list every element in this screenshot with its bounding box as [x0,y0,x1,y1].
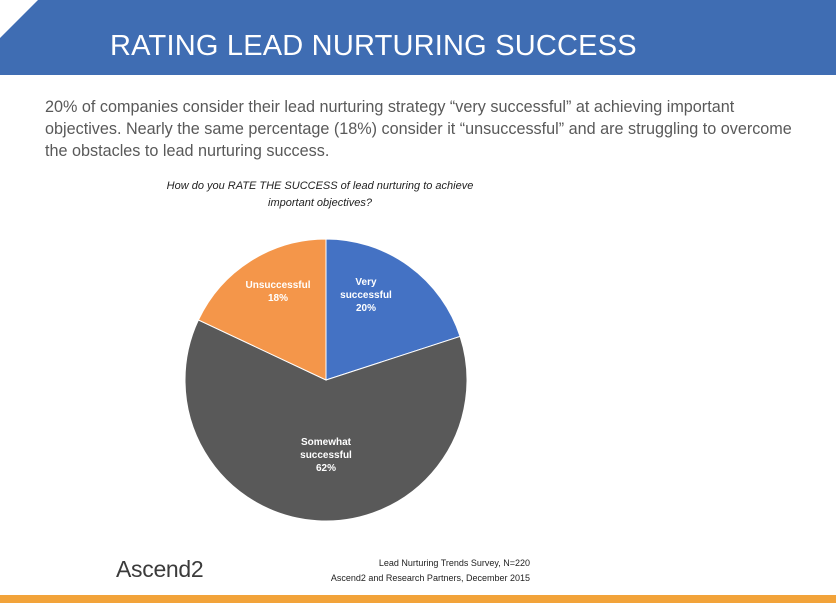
source-line-2: Ascend2 and Research Partners, December … [330,573,530,583]
slice-label-very-successful: Very successful 20% [340,277,392,314]
header-band [0,0,836,75]
slice-label-unsuccessful: Unsuccessful 18% [245,280,310,304]
footer-accent-bar [0,595,836,603]
chart-title: How do you RATE THE SUCCESS of lead nurt… [166,180,474,209]
pie-slices [184,238,468,522]
header-corner-notch [0,0,38,38]
pie-slice-unsuccessful [197,238,327,381]
source-note: Lead Nurturing Trends Survey, N=220 Asce… [300,556,530,586]
pie-slice-very-successful [325,238,461,381]
slide-title: RATING LEAD NURTURING SUCCESS [110,30,637,62]
intro-paragraph: 20% of companies consider their lead nur… [45,98,792,160]
pie-labels: Very successful 20% Somewhat successful 62% Un… [245,277,392,474]
source-line-1: Lead Nurturing Trends Survey, N=220 [378,558,530,568]
slice-label-somewhat-successful: Somewhat successful 62% [300,437,352,474]
ascend2-logo: Ascend2 [116,556,204,582]
pie-slice-somewhat-successful [184,319,468,522]
